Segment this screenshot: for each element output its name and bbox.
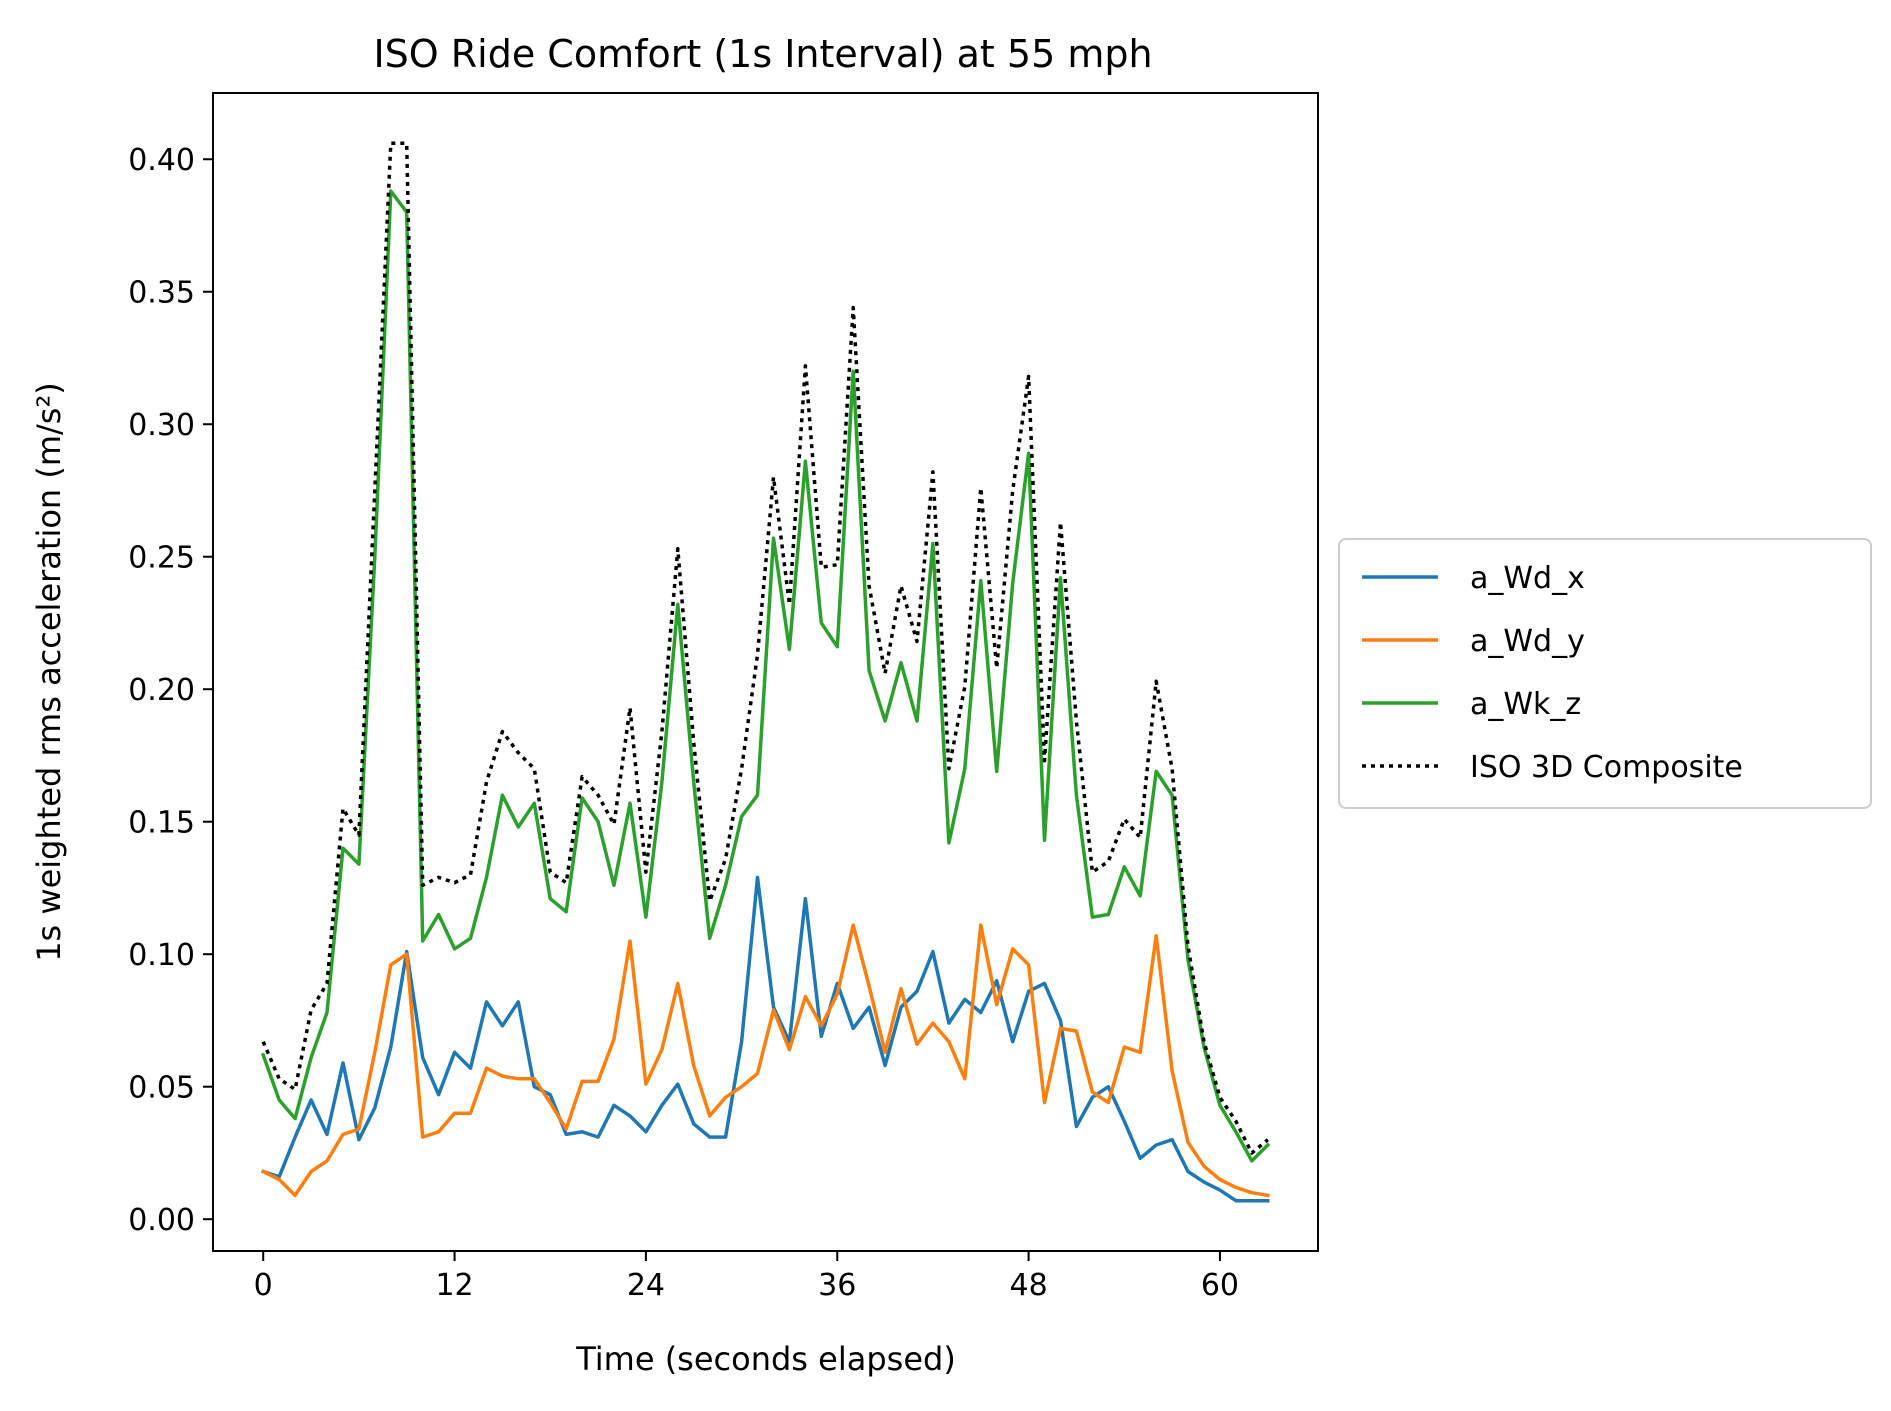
y-tick-label: 0.15 [128, 806, 195, 841]
y-axis-label: 1s weighted rms acceleration (m/s²) [30, 382, 68, 962]
y-tick-label: 0.05 [128, 1071, 195, 1106]
legend: a_Wd_x a_Wd_y a_Wk_z ISO 3D Composite [1338, 538, 1872, 809]
y-tick-label: 0.20 [128, 673, 195, 708]
y-tick-label: 0.25 [128, 541, 195, 576]
x-tick-label: 48 [1010, 1268, 1048, 1303]
legend-label: a_Wd_x [1470, 561, 1585, 596]
x-tick-label: 60 [1201, 1268, 1239, 1303]
x-axis-label: Time (seconds elapsed) [575, 1340, 956, 1378]
y-axis-ticks: 0.00 0.05 0.10 0.15 0.20 0.25 0.30 0.35 0.40 [128, 143, 213, 1238]
x-tick-label: 0 [254, 1268, 273, 1303]
x-tick-label: 24 [627, 1268, 665, 1303]
y-tick-label: 0.35 [128, 276, 195, 311]
legend-label: ISO 3D Composite [1470, 750, 1743, 785]
legend-label: a_Wk_z [1470, 687, 1581, 722]
series-line-iso-3d-composite [261, 141, 1269, 1155]
series-line-a-wd-x [260, 875, 1270, 1203]
x-tick-label: 36 [818, 1268, 856, 1303]
y-tick-label: 0.10 [128, 938, 195, 973]
y-tick-label: 0.00 [128, 1203, 195, 1238]
series-line-a-wk-z [260, 189, 1271, 1163]
x-axis-ticks: 0 12 24 36 48 60 [254, 1251, 1239, 1303]
x-tick-label: 12 [435, 1268, 473, 1303]
series-line-a-wd-y [260, 923, 1270, 1198]
y-tick-label: 0.30 [128, 408, 195, 443]
legend-label: a_Wd_y [1470, 624, 1585, 659]
chart-title: ISO Ride Comfort (1s Interval) at 55 mph [373, 32, 1152, 76]
plot-frame [212, 92, 1319, 1252]
plot-lines [260, 141, 1271, 1203]
legend-box [1338, 538, 1872, 809]
y-tick-label: 0.40 [128, 143, 195, 178]
